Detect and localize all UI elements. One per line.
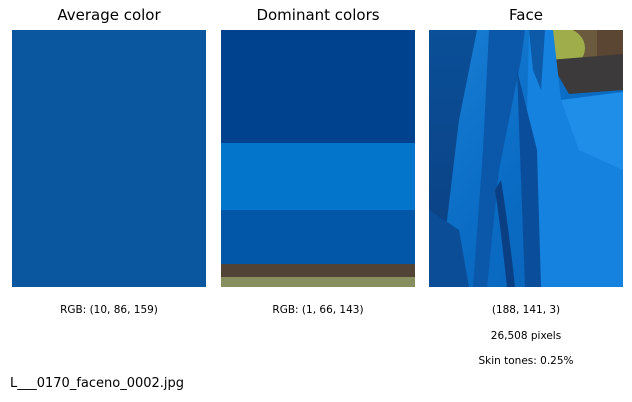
face-skin-tones: Skin tones: 0.25% [478, 355, 574, 367]
face-crop-picture [429, 30, 623, 287]
dominant-colors-rgb-label: RGB: (1, 66, 143) [272, 304, 364, 316]
dominant-color-stripe [221, 210, 415, 264]
dominant-color-stripe [221, 30, 415, 143]
dominant-color-stripe [221, 143, 415, 210]
average-color-title: Average color [57, 6, 161, 24]
dominant-color-stripe [221, 277, 415, 287]
average-color-rgb-label: RGB: (10, 86, 159) [60, 304, 158, 316]
face-rgb-label: (188, 141, 3) [491, 304, 561, 316]
average-color-swatch [12, 30, 206, 287]
image-filename: L___0170_faceno_0002.jpg [10, 376, 185, 391]
dominant-color-stripe [221, 264, 415, 277]
face-pixel-count: 26,508 pixels [490, 330, 562, 342]
dominant-colors-title: Dominant colors [256, 6, 380, 24]
dominant-colors-stripes [221, 30, 415, 287]
face-title: Face [509, 6, 543, 24]
face-crop-image [429, 30, 623, 287]
